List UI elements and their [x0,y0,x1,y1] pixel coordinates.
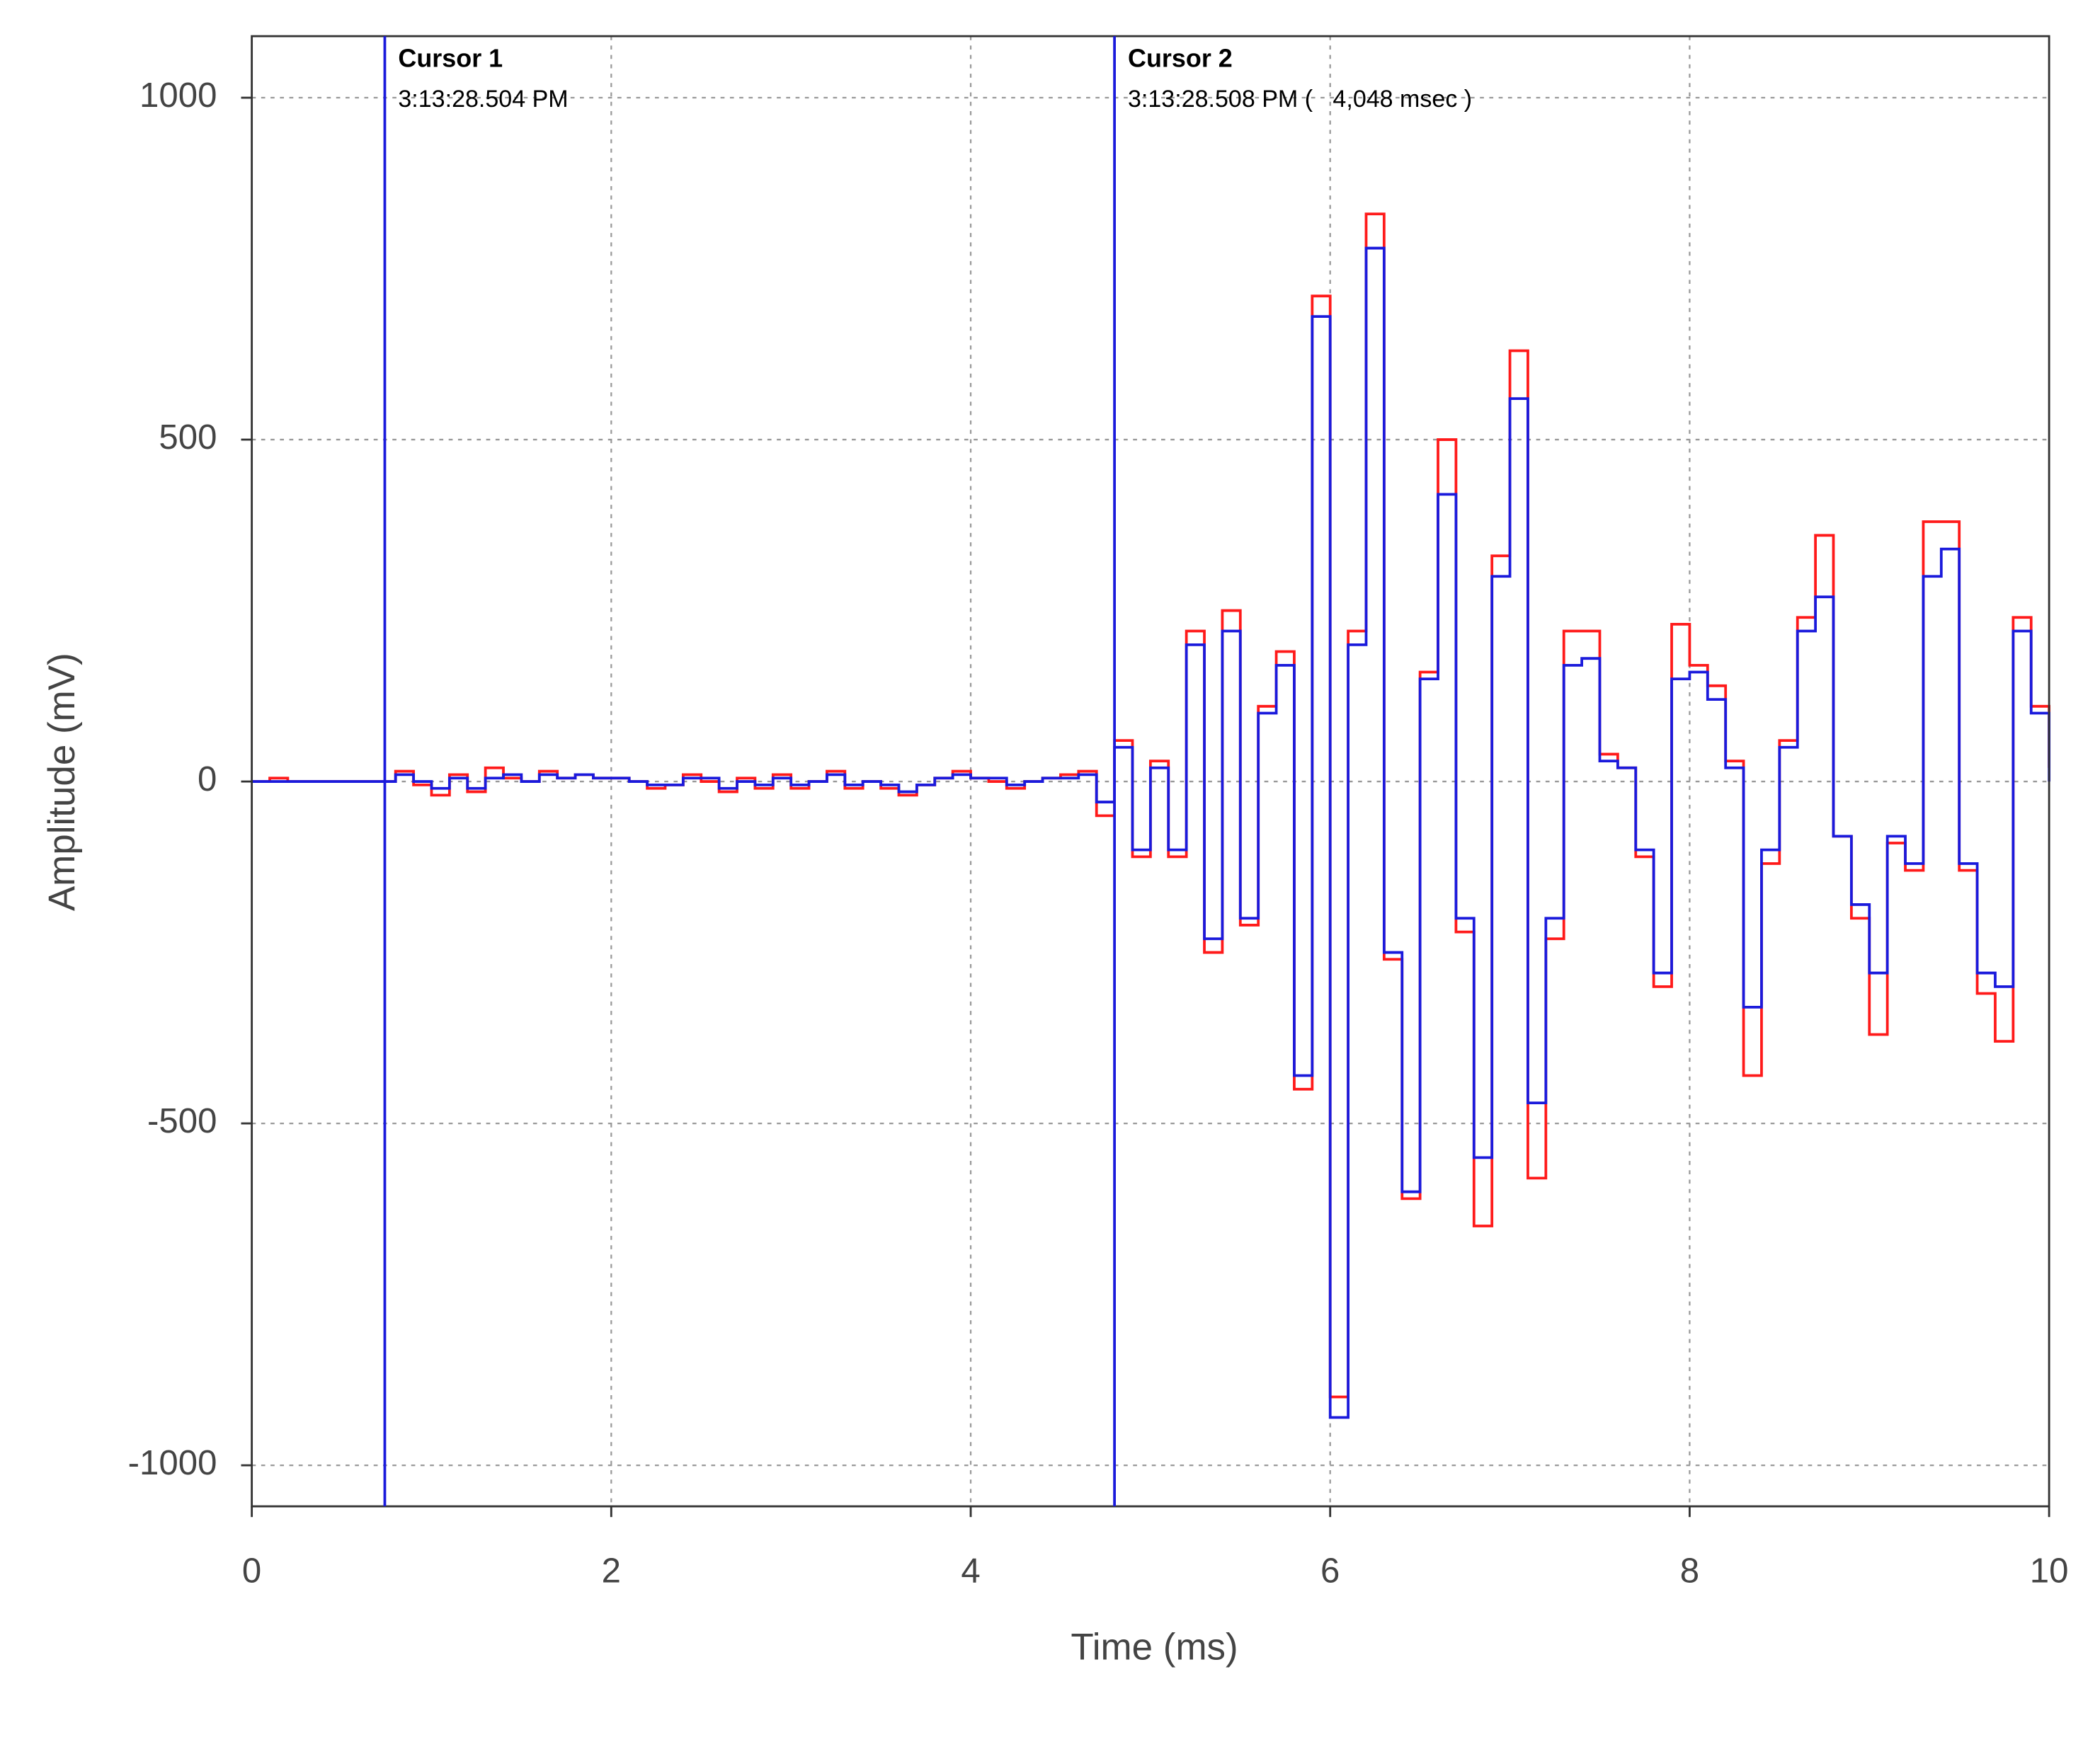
cursor-label: Cursor 1 [398,44,503,73]
y-tick-label: 0 [198,760,217,798]
cursor-label: Cursor 2 [1128,44,1233,73]
x-tick-label: 2 [602,1552,621,1591]
cursor-time: 3:13:28.508 PM ( 4,048 msec ) [1128,86,1472,113]
x-axis-label: Time (ms) [1071,1626,1238,1668]
y-tick-label: -1000 [128,1443,217,1482]
x-tick-label: 10 [2030,1552,2069,1591]
y-axis-label: Amplitude (mV) [41,653,83,911]
plot-frame [251,35,2050,1508]
y-tick-label: 1000 [139,76,217,115]
series-line [251,246,2051,1419]
x-tick-label: 6 [1320,1552,1340,1591]
plot-area [251,212,2051,1419]
x-tick-label: 0 [242,1552,261,1591]
x-tick-label: 8 [1680,1552,1699,1591]
y-tick-label: 500 [159,418,217,457]
x-tick-label: 4 [961,1552,980,1591]
y-tick-label: -500 [147,1101,217,1140]
cursor-time: 3:13:28.504 PM [398,86,568,113]
